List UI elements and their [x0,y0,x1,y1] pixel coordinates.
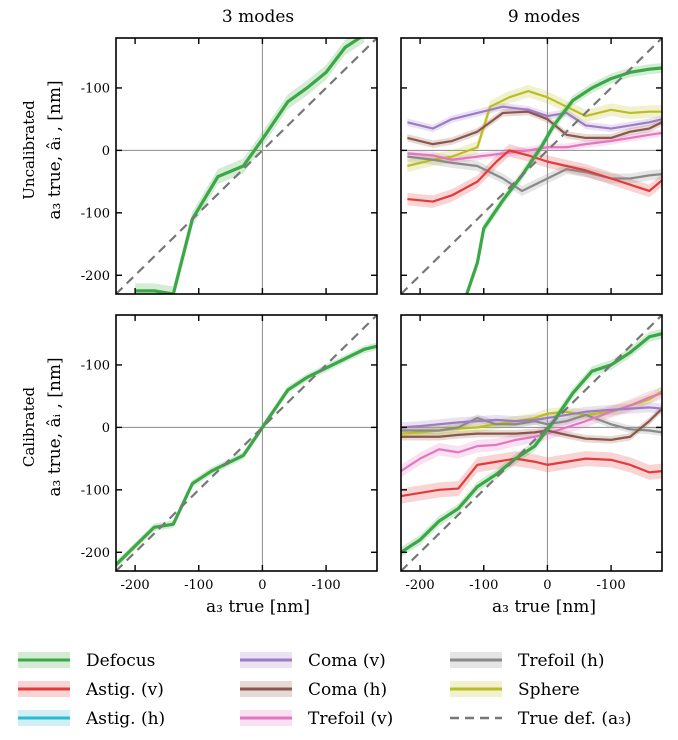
legend-item-astig-h: Astig. (h) [18,709,165,729]
series-line-coma-h [401,407,662,441]
x-tick-label: -100 [596,578,625,593]
y-tick-label: -200 [81,269,110,284]
band-coma-v [407,102,662,133]
series-line-astig-v [407,149,662,203]
band-trefoil-h [407,151,662,196]
series-line-defocus [116,344,377,566]
column-title-9-modes: 9 modes [508,7,580,27]
legend-item-sphere: Sphere [450,680,580,700]
x-tick-label: -100 [184,578,213,593]
column-title-3-modes: 3 modes [222,7,294,27]
legend: Defocus Astig. (v) Astig. (h) Coma (v) Coma … [18,651,632,729]
legend-label: Coma (v) [308,651,386,671]
panel-uncalibrated-3-modes: -200 -100 0 -100 [81,37,378,295]
legend-item-trefoil-v: Trefoil (v) [240,709,393,729]
series-line-astig-v [401,457,662,498]
legend-label: Defocus [86,651,155,671]
row-title-uncalibrated: Uncalibrated [20,100,38,200]
legend-label: Sphere [518,680,580,700]
y-axis-label-top: a₃ true, âᵢ , [nm] [45,80,65,219]
legend-label: Trefoil (h) [518,651,605,671]
legend-label: Coma (h) [308,680,387,700]
y-tick-label: -200 [81,546,110,561]
legend-label: True def. (a₃) [518,709,632,729]
series-line-defocus [465,66,662,294]
y-tick-label: -100 [81,358,110,373]
x-tick-label: -100 [469,578,498,593]
plot-area [116,38,377,294]
y-tick-label: 0 [102,421,110,436]
series-line-coma-v [401,406,662,429]
legend-label: Trefoil (v) [308,709,393,729]
legend-item-astig-v: Astig. (v) [18,680,164,700]
true-defocus-line [401,315,662,571]
legend-item-defocus: Defocus [18,651,155,671]
axes-frame [115,314,378,572]
x-tick-label: -100 [311,578,340,593]
band-defocus [465,62,662,294]
axes-frame [115,37,378,295]
row-title-calibrated: Calibrated [20,386,38,467]
axes-frame [400,314,663,572]
panel-calibrated-3-modes: -200 -100 0 -100 -200 -100 0 -100 [81,314,378,593]
legend-label: Astig. (h) [85,709,165,729]
band-trefoil-v [407,129,662,164]
y-tick-label: -100 [81,81,110,96]
x-tick-label: 0 [258,578,266,593]
band-defocus [116,342,377,569]
band-sphere [401,386,662,439]
legend-item-coma-v: Coma (v) [240,651,386,671]
x-axis-label-left: a₃ true [nm] [206,597,310,617]
true-defocus-line [116,315,377,571]
legend-item-true-def-a: True def. (a₃) [450,709,632,729]
x-tick-label: -200 [405,578,434,593]
axes-frame [400,37,663,295]
legend-label: Astig. (v) [85,680,164,700]
series-line-trefoil-v [401,392,662,473]
series-line-trefoil-v [407,131,662,161]
x-tick-label: -200 [120,578,149,593]
panel-calibrated-9-modes: -200 -100 0 -100 [400,314,663,593]
band-astig-v [401,451,662,504]
series-line-sphere [407,89,662,168]
y-tick-label: -100 [81,483,110,498]
plot-area [401,38,662,294]
series-line-trefoil-h [401,413,662,434]
legend-item-trefoil-h: Trefoil (h) [450,651,605,671]
x-axis-label-right: a₃ true [nm] [492,597,596,617]
series-line-coma-h [407,110,662,146]
y-tick-label: 0 [102,144,110,159]
x-tick-label: 0 [543,578,551,593]
legend-item-coma-h: Coma (h) [240,680,387,700]
plot-area [401,315,662,571]
true-defocus-line [116,38,377,294]
panel-uncalibrated-9-modes [400,37,663,295]
y-tick-label: -100 [81,206,110,221]
series-line-trefoil-h [407,155,662,193]
series-line-coma-v [407,105,662,130]
true-defocus-line [401,38,662,294]
series-line-defocus [401,332,662,554]
plot-area [116,315,377,571]
y-axis-label-bottom: a₃ true, âᵢ , [nm] [45,357,65,496]
